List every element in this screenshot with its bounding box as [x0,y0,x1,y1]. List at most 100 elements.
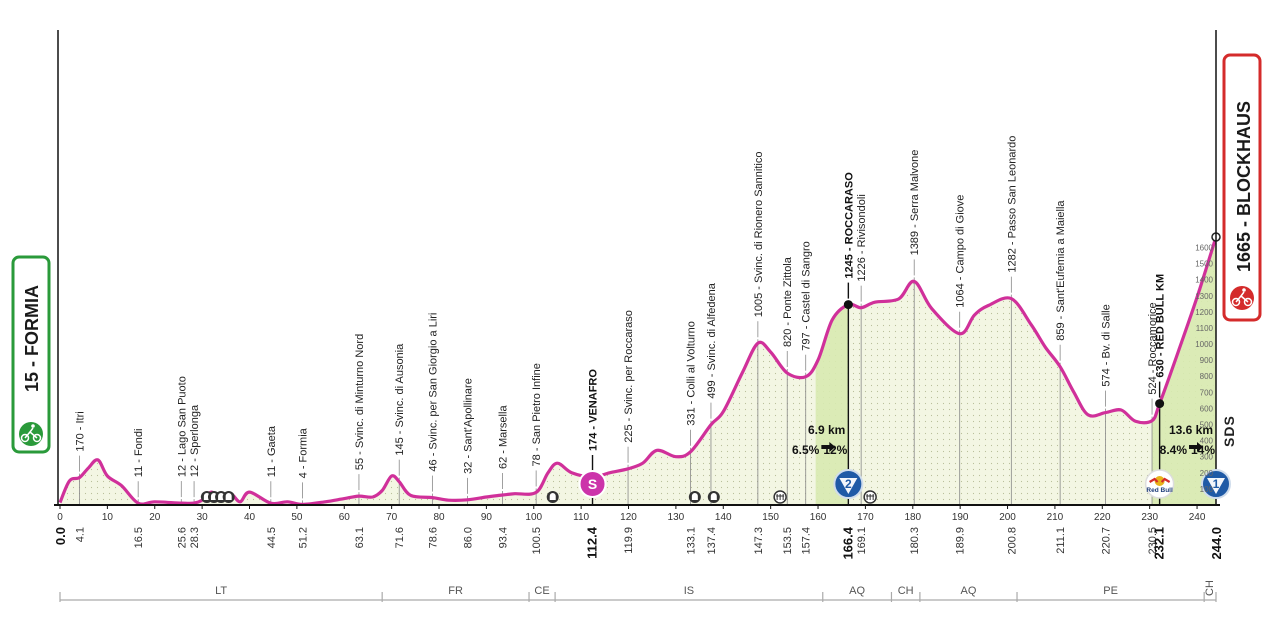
km-marker-28: 232.1 [1152,527,1167,560]
key-point-2 [1155,399,1165,409]
place-label-11: 78 - San Pietro Infine [531,363,543,466]
region-label-1: FR [448,585,463,597]
alt-tick-15: 1600 [1195,243,1213,252]
climb-max-gradient-1: 12% [823,443,847,457]
km-marker-7: 63.1 [354,527,366,548]
climb-category-label-1: 2 [845,477,852,491]
region-label-5: CH [898,585,914,597]
sds-label: SDS [1221,415,1237,447]
km-marker-11: 93.4 [498,527,510,548]
place-label-13: 225 - Svinc. per Roccaraso [623,310,635,443]
x-tick-label-8: 80 [433,512,445,523]
x-tick-label-23: 230 [1141,512,1158,523]
km-marker-10: 86.0 [462,527,474,548]
place-label-12: 174 - VENAFRO [588,369,600,451]
gradient-arrow-icon-2 [1189,442,1203,452]
alt-tick-4: 500 [1200,421,1214,430]
regions-layer: LT FR CE IS AQ CH AQ PE CH [59,580,1217,602]
x-tick-label-24: 240 [1189,512,1206,523]
place-label-1: 11 - Fondi [133,429,145,478]
km-marker-16: 137.4 [706,527,718,555]
x-tick-label-18: 180 [904,512,921,523]
km-marker-8: 71.6 [394,527,406,548]
tunnel-icon-arch [225,493,232,500]
alt-tick-11: 1200 [1195,308,1213,317]
x-tick-label-4: 40 [244,512,256,523]
icons-layer: S 2 6.9 km 6.5% 12% 1 13.6 km 8.4% 14% Red Bull [200,423,1231,504]
region-label-7: PE [1103,585,1118,597]
place-label-23: 1282 - Passo San Leonardo [1006,136,1018,273]
km-marker-4: 28.3 [189,527,201,548]
km-marker-6: 51.2 [298,527,310,548]
key-point-1 [843,300,853,310]
alt-tick-8: 900 [1200,356,1214,365]
climb-category-triangle-1 [839,478,858,494]
alt-tick-12: 1300 [1195,292,1213,301]
x-tick-label-5: 50 [291,512,303,523]
x-tick-label-3: 30 [197,512,209,523]
tunnel-icon-arch [691,493,698,500]
place-labels-layer: 170 - Itri 11 - Fondi 12 - Lago San Puoto 1… [74,136,1166,479]
place-label-24: 859 - Sant'Eufemia a Maiella [1055,200,1067,341]
km-marker-12: 100.5 [531,527,543,555]
km-marker-23: 189.9 [955,527,967,555]
place-label-20: 1226 - Rivisondoli [856,194,868,281]
place-label-22: 1064 - Campo di Giove [955,195,967,308]
climb-category-label-2: 1 [1213,477,1220,491]
climb-avg-gradient-1: 6.5% [792,443,820,457]
tunnel-icon-arch [218,493,225,500]
finish-cyclist-icon [1230,286,1254,310]
climb-distance-2: 13.6 km [1169,423,1213,437]
km-marker-0: 0.0 [53,527,68,545]
place-label-19: 1245 - ROCCARASO [843,172,855,279]
alt-tick-0: 100 [1200,485,1214,494]
region-label-8: CH [1204,580,1216,596]
place-label-15: 499 - Svinc. di Alfedena [706,282,718,398]
bridge-icon-lines [866,494,875,500]
alt-tick-1: 200 [1200,469,1214,478]
km-marker-29: 244.0 [1209,527,1224,560]
start-cyclist-icon [19,422,43,446]
x-tick-label-20: 200 [999,512,1016,523]
x-tick-label-13: 130 [668,512,685,523]
place-label-26: 524 - Roccamorice [1147,302,1159,394]
x-tick-label-19: 190 [952,512,969,523]
x-tick-label-6: 60 [339,512,351,523]
x-tick-label-1: 10 [102,512,114,523]
region-label-4: AQ [849,585,865,597]
km-marker-15: 133.1 [686,527,698,555]
x-axis-layer: 0 10 20 30 40 50 60 70 80 90 100 110 120 130 140 150 160… [54,30,1220,523]
x-tick-label-11: 110 [573,512,589,523]
place-label-17: 820 - Ponte Zittola [782,256,794,347]
climb-avg-gradient-2: 8.4% [1160,443,1188,457]
x-tick-label-9: 90 [481,512,493,523]
alt-tick-13: 1400 [1195,276,1213,285]
tunnel-icon-arch [549,493,556,500]
climb-category-triangle-2 [1207,478,1225,494]
km-marker-3: 25.6 [176,527,188,548]
sprint-icon-label: S [588,476,597,492]
climb-area-1 [815,303,850,505]
km-marker-27: 230.5 [1147,527,1159,555]
km-marker-1: 4.1 [74,527,86,542]
place-label-4: 11 - Gaeta [266,425,278,477]
sprint-icon [578,470,607,498]
place-label-14: 331 - Colli al Volturno [686,321,698,426]
alt-tick-5: 600 [1200,404,1214,413]
x-tick-label-12: 120 [620,512,637,523]
km-marker-24: 200.8 [1006,527,1018,555]
alt-tick-6: 700 [1200,388,1214,397]
km-marker-22: 180.3 [909,527,921,555]
start-label: 15 - FORMIA [22,285,42,392]
place-label-18: 797 - Castel di Sangro [801,241,813,350]
place-label-2: 12 - Lago San Puoto [176,376,188,477]
place-label-8: 46 - Svinc. per San Giorgio a Liri [427,313,439,472]
finish-label: 1665 - BLOCKHAUS [1234,101,1254,272]
km-marker-18: 153.5 [782,527,794,555]
x-tick-label-16: 160 [810,512,827,523]
km-marker-20: 166.4 [840,526,855,559]
climb-max-gradient-2: 14% [1191,443,1215,457]
km-marker-9: 78.6 [427,527,439,548]
